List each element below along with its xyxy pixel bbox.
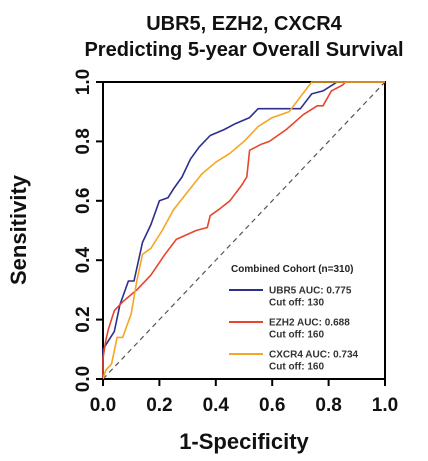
y-tick-label: 0.6 xyxy=(73,188,94,214)
x-tick-label: 0.0 xyxy=(90,395,116,416)
chart-title: UBR5, EZH2, CXCR4 xyxy=(146,13,342,35)
x-tick-label: 0.4 xyxy=(203,395,230,416)
x-tick-label: 0.8 xyxy=(315,395,341,416)
legend-auc-ubr5: UBR5 AUC: 0.775 xyxy=(269,286,352,297)
y-tick-label: 0.4 xyxy=(73,247,94,274)
reference-diagonal-line xyxy=(102,81,386,380)
x-tick-label: 0.2 xyxy=(146,395,172,416)
chart-subtitle: Predicting 5-year Overall Survival xyxy=(84,39,403,61)
y-tick-label: 0.8 xyxy=(73,128,94,154)
roc-curve-ezh2 xyxy=(102,81,385,379)
plot-frame xyxy=(102,81,386,380)
y-axis-ticks: 0.0 0.2 0.4 0.6 0.8 1.0 xyxy=(73,69,103,392)
x-axis-ticks: 0.0 0.2 0.4 0.6 0.8 1.0 xyxy=(90,379,398,416)
legend-cutoff-cxcr4: Cut off: 160 xyxy=(269,362,324,373)
y-tick-label: 1.0 xyxy=(73,69,94,95)
roc-curve-ubr5 xyxy=(102,81,385,379)
legend-auc-ezh2: EZH2 AUC: 0.688 xyxy=(269,318,350,329)
roc-curves xyxy=(102,81,385,380)
y-tick-label: 0.0 xyxy=(73,366,94,392)
y-axis-label: Sensitivity xyxy=(6,174,31,285)
legend: Combined Cohort (n=310) UBR5 AUC: 0.775C… xyxy=(229,264,359,373)
roc-curve-cxcr4 xyxy=(102,81,385,380)
x-axis-label: 1-Specificity xyxy=(179,429,309,454)
y-tick-label: 0.2 xyxy=(73,306,94,332)
legend-title: Combined Cohort (n=310) xyxy=(231,264,354,275)
legend-cutoff-ubr5: Cut off: 130 xyxy=(269,298,324,309)
legend-cutoff-ezh2: Cut off: 160 xyxy=(269,330,324,341)
x-tick-label: 0.6 xyxy=(259,395,285,416)
x-tick-label: 1.0 xyxy=(372,395,398,416)
legend-auc-cxcr4: CXCR4 AUC: 0.734 xyxy=(269,350,359,361)
